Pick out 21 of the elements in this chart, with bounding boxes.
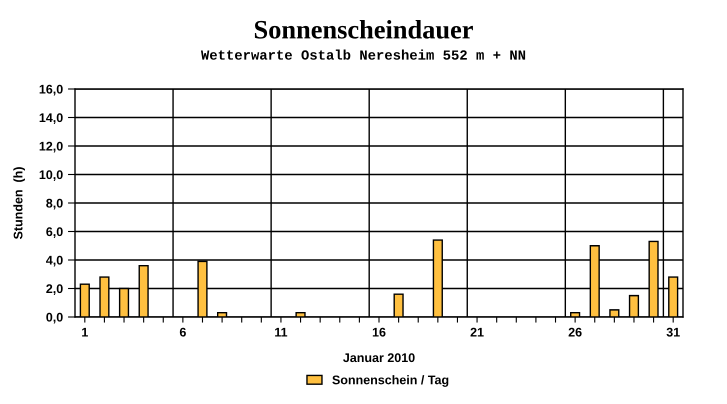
y-tick-label: 14,0 bbox=[40, 113, 63, 124]
y-tick-label: 2,0 bbox=[46, 284, 63, 295]
x-tick-label: 21 bbox=[470, 328, 484, 336]
y-axis-title: Stunden (h) bbox=[13, 167, 25, 240]
y-tick-label: 4,0 bbox=[46, 256, 63, 266]
chart-subtitle: Wetterwarte Ostalb Neresheim 552 m + NN bbox=[200, 50, 526, 60]
x-tick-label: 6 bbox=[180, 328, 186, 337]
x-tick-label: 31 bbox=[666, 328, 680, 337]
y-tick-label: 6,0 bbox=[46, 227, 63, 238]
y-tick-label: 8,0 bbox=[46, 198, 63, 210]
y-tick-label: 16,0 bbox=[40, 84, 63, 96]
x-tick-label: 26 bbox=[568, 328, 582, 337]
chart-title: Sonnenscheindauer bbox=[254, 20, 473, 39]
x-tick-label: 1 bbox=[82, 328, 88, 336]
x-tick-label: 11 bbox=[275, 328, 288, 336]
y-tick-label: 12,0 bbox=[40, 142, 63, 152]
x-axis-title: Januar 2010 bbox=[343, 353, 415, 362]
y-tick-label: 10,0 bbox=[40, 170, 63, 181]
y-tick-label: 0,0 bbox=[46, 312, 63, 324]
x-tick-label: 16 bbox=[372, 328, 386, 337]
legend-label: Sonnenschein / Tag bbox=[332, 375, 448, 387]
